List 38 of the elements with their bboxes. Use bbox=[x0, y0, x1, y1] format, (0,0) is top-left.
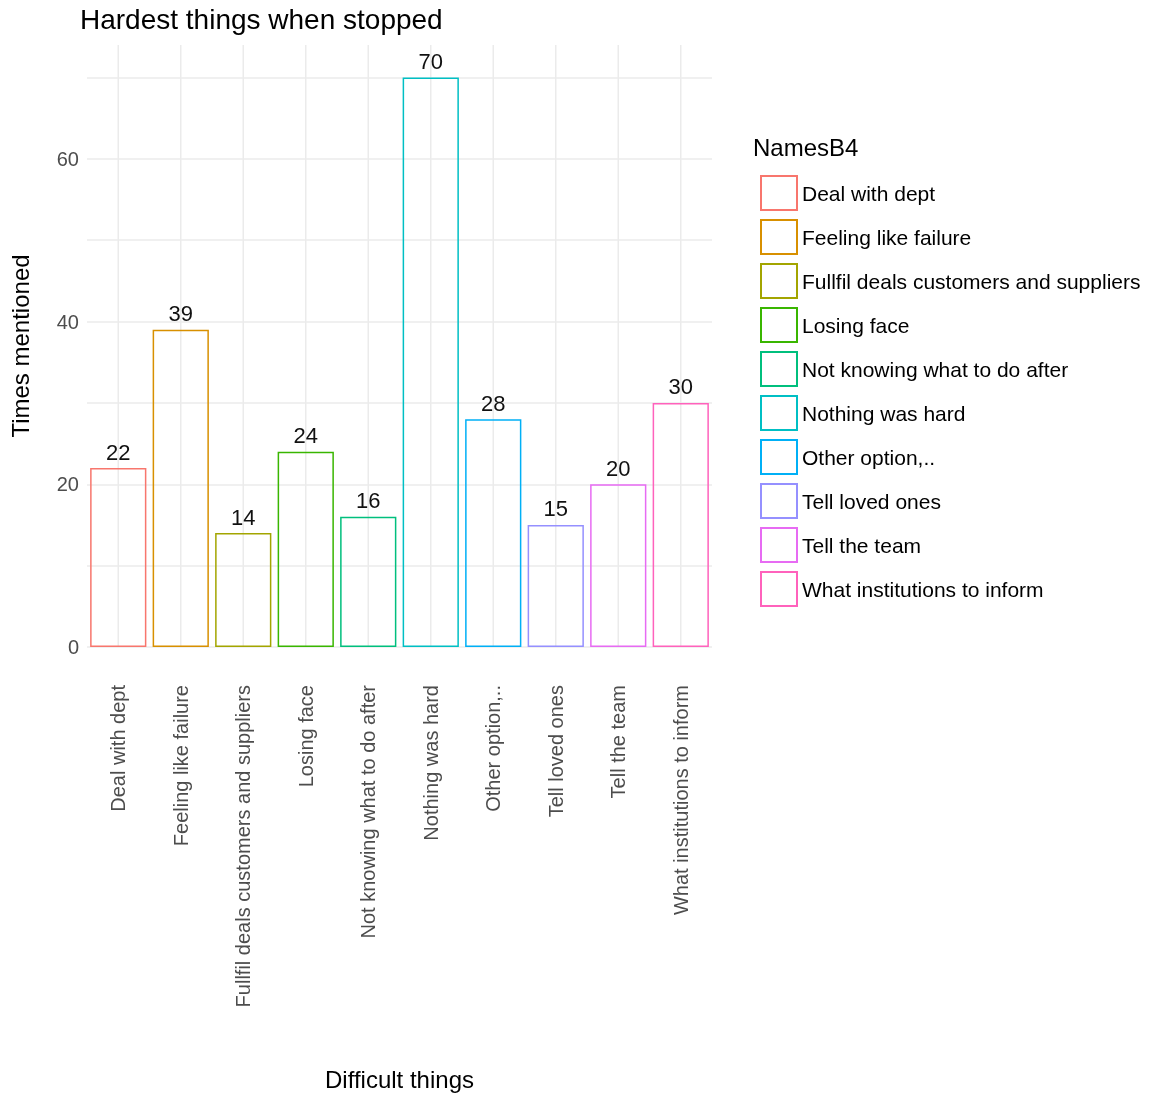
legend-label: Deal with dept bbox=[802, 181, 936, 205]
data-label: 28 bbox=[481, 390, 506, 416]
data-label: 70 bbox=[418, 49, 443, 75]
legend-label: Losing face bbox=[802, 313, 910, 337]
y-tick-label: 60 bbox=[56, 147, 79, 170]
x-tick-label: Deal with dept bbox=[107, 684, 130, 812]
legend-label: Fullfil deals customers and suppliers bbox=[802, 269, 1141, 293]
data-label: 30 bbox=[668, 374, 693, 400]
x-tick-label: Losing face bbox=[294, 685, 317, 788]
x-tick-label: Tell loved ones bbox=[544, 685, 567, 818]
y-tick-label: 40 bbox=[56, 310, 79, 333]
x-tick-label: Not knowing what to do after bbox=[357, 684, 380, 939]
data-label: 39 bbox=[168, 301, 193, 327]
data-label: 16 bbox=[356, 488, 381, 514]
chart-title: Hardest things when stopped bbox=[80, 3, 443, 35]
legend-label: Other option,.. bbox=[802, 445, 936, 469]
y-tick-label: 0 bbox=[67, 636, 79, 658]
x-tick-label: Fullfil deals customers and suppliers bbox=[232, 685, 255, 1008]
legend-label: Tell the team bbox=[802, 533, 922, 557]
x-axis-title: Difficult things bbox=[325, 1065, 474, 1093]
legend-label: Tell loved ones bbox=[802, 489, 941, 513]
x-tick-label: What institutions to inform bbox=[669, 685, 692, 916]
y-tick-label: 20 bbox=[56, 473, 79, 496]
data-label: 14 bbox=[231, 504, 256, 530]
data-label: 22 bbox=[106, 439, 131, 465]
legend-title: NamesB4 bbox=[753, 133, 859, 161]
x-tick-label: Other option,.. bbox=[482, 685, 505, 812]
data-label: 20 bbox=[606, 455, 631, 481]
x-tick-label: Feeling like failure bbox=[169, 685, 192, 847]
legend-label: What institutions to inform bbox=[802, 577, 1044, 601]
legend-label: Not knowing what to do after bbox=[802, 357, 1069, 381]
y-axis-title: Times mentioned bbox=[6, 254, 34, 438]
legend-label: Nothing was hard bbox=[802, 401, 966, 425]
data-label: 24 bbox=[293, 423, 318, 449]
x-tick-label: Nothing was hard bbox=[419, 685, 442, 841]
legend-label: Feeling like failure bbox=[802, 225, 972, 249]
x-tick-label: Tell the team bbox=[607, 685, 630, 799]
data-label: 15 bbox=[543, 496, 568, 522]
